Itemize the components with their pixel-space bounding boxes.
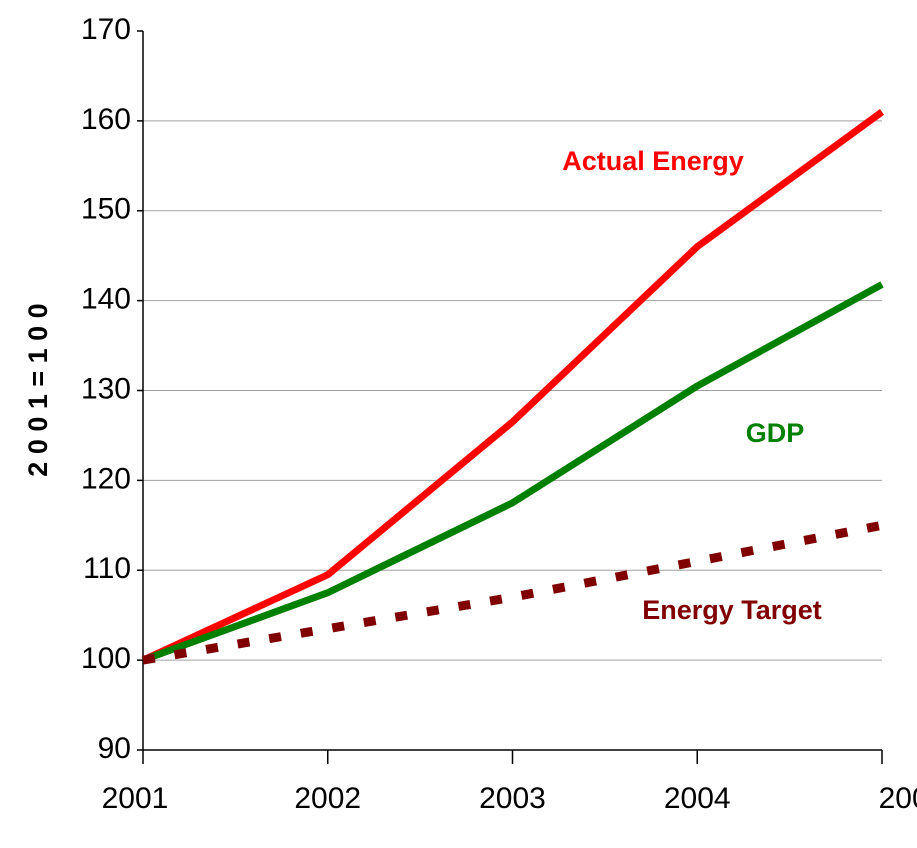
y-tick-label: 140 (81, 283, 131, 316)
y-tick-label: 170 (81, 13, 131, 46)
y-tick-label: 90 (98, 732, 131, 765)
y-tick-label: 150 (81, 193, 131, 226)
series-label: GDP (746, 418, 805, 448)
x-tick-label: 2001 (102, 782, 169, 815)
series-label: Energy Target (642, 595, 822, 625)
y-tick-label: 100 (81, 642, 131, 675)
x-tick-label: 2004 (664, 782, 731, 815)
x-tick-label: 2005 (879, 782, 917, 815)
x-tick-label: 2002 (294, 782, 361, 815)
y-tick-label: 120 (81, 462, 131, 495)
series-label: Actual Energy (562, 146, 744, 176)
y-axis-label: 2 0 0 1 = 1 0 0 (23, 303, 53, 476)
series-line (141, 281, 884, 664)
x-tick-label: 2003 (479, 782, 546, 815)
y-tick-label: 160 (81, 103, 131, 136)
series-line (141, 109, 885, 664)
y-tick-label: 110 (83, 552, 131, 585)
series-line (142, 520, 883, 665)
y-tick-label: 130 (81, 372, 131, 405)
